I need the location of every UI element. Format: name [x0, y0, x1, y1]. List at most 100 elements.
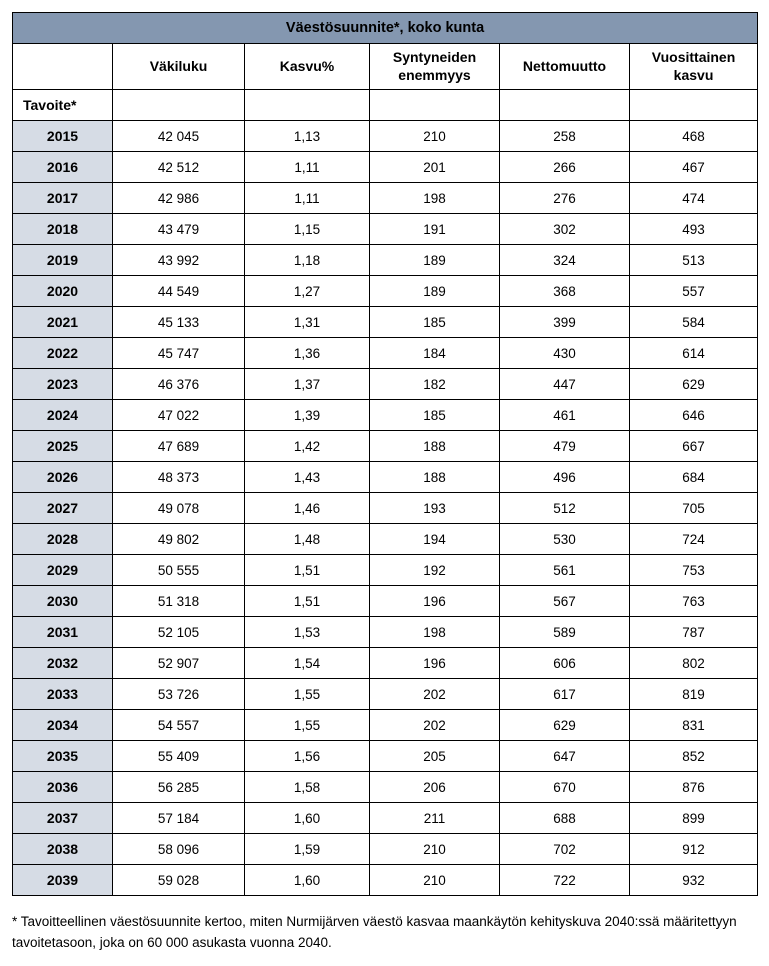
data-cell: 196 — [370, 648, 500, 679]
data-cell: 202 — [370, 679, 500, 710]
data-cell: 567 — [500, 586, 630, 617]
table-row: 202044 5491,27189368557 — [13, 276, 758, 307]
table-row: 203757 1841,60211688899 — [13, 803, 758, 834]
year-cell: 2029 — [13, 555, 113, 586]
data-cell: 368 — [500, 276, 630, 307]
data-cell: 1,36 — [245, 338, 370, 369]
data-cell: 399 — [500, 307, 630, 338]
data-cell: 512 — [500, 493, 630, 524]
year-cell: 2035 — [13, 741, 113, 772]
data-cell: 722 — [500, 865, 630, 896]
data-cell: 188 — [370, 462, 500, 493]
data-cell: 1,46 — [245, 493, 370, 524]
year-cell: 2020 — [13, 276, 113, 307]
data-cell: 211 — [370, 803, 500, 834]
year-cell: 2031 — [13, 617, 113, 648]
data-cell: 606 — [500, 648, 630, 679]
data-cell: 430 — [500, 338, 630, 369]
data-cell: 276 — [500, 183, 630, 214]
data-cell: 1,15 — [245, 214, 370, 245]
column-header-row: Väkiluku Kasvu% Syntyneiden enemmyys Net… — [13, 44, 758, 90]
data-cell: 45 747 — [113, 338, 245, 369]
data-cell: 189 — [370, 276, 500, 307]
data-cell: 188 — [370, 431, 500, 462]
table-row: 203252 9071,54196606802 — [13, 648, 758, 679]
data-cell: 49 802 — [113, 524, 245, 555]
data-cell: 58 096 — [113, 834, 245, 865]
col-header-pop: Väkiluku — [113, 44, 245, 90]
table-row: 202648 3731,43188496684 — [13, 462, 758, 493]
table-body: 201542 0451,13210258468201642 5121,11201… — [13, 121, 758, 896]
year-cell: 2022 — [13, 338, 113, 369]
table-row: 202145 1331,31185399584 — [13, 307, 758, 338]
data-cell: 206 — [370, 772, 500, 803]
data-cell: 912 — [630, 834, 758, 865]
data-cell: 1,43 — [245, 462, 370, 493]
data-cell: 461 — [500, 400, 630, 431]
col-header-annual: Vuosittainen kasvu — [630, 44, 758, 90]
data-cell: 1,48 — [245, 524, 370, 555]
data-cell: 54 557 — [113, 710, 245, 741]
data-cell: 1,11 — [245, 152, 370, 183]
year-cell: 2027 — [13, 493, 113, 524]
data-cell: 55 409 — [113, 741, 245, 772]
data-cell: 210 — [370, 865, 500, 896]
data-cell: 1,37 — [245, 369, 370, 400]
data-cell: 589 — [500, 617, 630, 648]
year-cell: 2038 — [13, 834, 113, 865]
data-cell: 670 — [500, 772, 630, 803]
data-cell: 57 184 — [113, 803, 245, 834]
data-cell: 474 — [630, 183, 758, 214]
data-cell: 49 078 — [113, 493, 245, 524]
data-cell: 182 — [370, 369, 500, 400]
data-cell: 1,53 — [245, 617, 370, 648]
data-cell: 753 — [630, 555, 758, 586]
table-row: 201843 4791,15191302493 — [13, 214, 758, 245]
data-cell: 467 — [630, 152, 758, 183]
data-cell: 191 — [370, 214, 500, 245]
year-cell: 2028 — [13, 524, 113, 555]
year-cell: 2034 — [13, 710, 113, 741]
data-cell: 185 — [370, 400, 500, 431]
data-cell: 646 — [630, 400, 758, 431]
year-cell: 2018 — [13, 214, 113, 245]
tavoite-label: Tavoite* — [13, 90, 113, 121]
table-row: 201542 0451,13210258468 — [13, 121, 758, 152]
data-cell: 702 — [500, 834, 630, 865]
data-cell: 266 — [500, 152, 630, 183]
table-row: 203858 0961,59210702912 — [13, 834, 758, 865]
data-cell: 192 — [370, 555, 500, 586]
year-cell: 2023 — [13, 369, 113, 400]
table-title: Väestösuunnite*, koko kunta — [13, 13, 758, 44]
year-cell: 2016 — [13, 152, 113, 183]
data-cell: 42 045 — [113, 121, 245, 152]
data-cell: 447 — [500, 369, 630, 400]
table-row: 201642 5121,11201266467 — [13, 152, 758, 183]
data-cell: 43 992 — [113, 245, 245, 276]
data-cell: 42 986 — [113, 183, 245, 214]
year-cell: 2039 — [13, 865, 113, 896]
data-cell: 196 — [370, 586, 500, 617]
table-row: 203959 0281,60210722932 — [13, 865, 758, 896]
data-cell: 724 — [630, 524, 758, 555]
data-cell: 802 — [630, 648, 758, 679]
table-row: 203656 2851,58206670876 — [13, 772, 758, 803]
data-cell: 210 — [370, 121, 500, 152]
year-cell: 2036 — [13, 772, 113, 803]
data-cell: 1,42 — [245, 431, 370, 462]
year-cell: 2024 — [13, 400, 113, 431]
data-cell: 496 — [500, 462, 630, 493]
data-cell: 44 549 — [113, 276, 245, 307]
col-header-growth: Kasvu% — [245, 44, 370, 90]
data-cell: 557 — [630, 276, 758, 307]
data-cell: 59 028 — [113, 865, 245, 896]
data-cell: 202 — [370, 710, 500, 741]
col-header-birth: Syntyneiden enemmyys — [370, 44, 500, 90]
table-row: 202245 7471,36184430614 — [13, 338, 758, 369]
data-cell: 787 — [630, 617, 758, 648]
data-cell: 1,51 — [245, 586, 370, 617]
data-cell: 584 — [630, 307, 758, 338]
data-cell: 614 — [630, 338, 758, 369]
year-cell: 2037 — [13, 803, 113, 834]
data-cell: 684 — [630, 462, 758, 493]
